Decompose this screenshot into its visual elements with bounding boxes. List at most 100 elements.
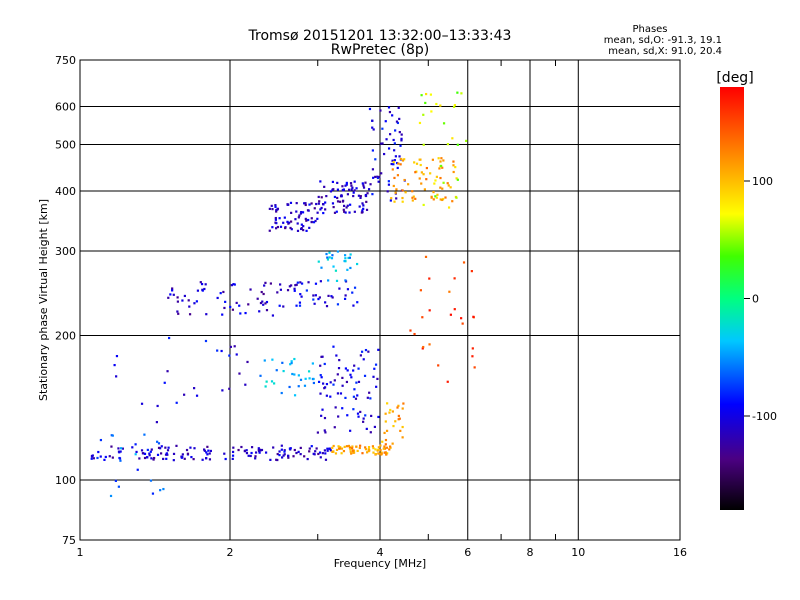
y-tick-label: 750 <box>55 54 76 67</box>
data-point <box>294 218 297 221</box>
data-point <box>364 348 368 352</box>
data-point <box>313 302 316 305</box>
data-point <box>203 287 206 291</box>
data-point <box>376 176 380 180</box>
data-point <box>439 160 442 163</box>
data-point <box>265 380 268 383</box>
data-point <box>120 447 123 450</box>
data-point <box>400 137 403 140</box>
data-point <box>183 457 186 460</box>
data-point <box>359 444 362 447</box>
data-point <box>320 196 323 199</box>
data-point <box>330 257 334 260</box>
data-point <box>318 451 322 454</box>
data-point <box>232 446 235 449</box>
data-point <box>400 133 403 136</box>
data-point <box>119 450 122 453</box>
data-point <box>372 176 375 179</box>
data-point <box>419 163 422 167</box>
data-point <box>435 196 438 199</box>
data-point <box>327 279 330 282</box>
data-point <box>299 293 302 296</box>
data-point <box>134 443 137 446</box>
data-point <box>420 182 423 185</box>
data-point <box>336 181 339 185</box>
data-point <box>317 380 321 384</box>
data-point <box>220 349 223 353</box>
data-point <box>418 177 421 180</box>
data-point <box>152 458 155 461</box>
data-point <box>380 452 383 455</box>
data-point <box>319 364 322 367</box>
data-point <box>204 339 208 343</box>
data-point <box>193 302 196 305</box>
data-point <box>244 311 247 315</box>
data-point <box>341 407 344 410</box>
data-point <box>328 447 331 450</box>
data-point <box>259 301 263 305</box>
data-point <box>288 385 291 389</box>
data-point <box>344 184 347 187</box>
data-point <box>344 367 347 370</box>
data-point <box>413 332 416 336</box>
data-point <box>324 201 327 204</box>
data-point <box>308 203 311 206</box>
data-point <box>332 345 335 348</box>
data-point <box>386 190 389 193</box>
data-point <box>295 210 298 213</box>
data-point <box>324 458 328 461</box>
data-point <box>323 416 327 420</box>
data-point <box>308 447 311 450</box>
data-point <box>323 185 326 188</box>
data-point <box>379 449 382 452</box>
data-point <box>340 447 344 450</box>
data-point <box>257 447 260 450</box>
data-point <box>290 211 293 214</box>
data-point <box>140 402 144 405</box>
data-point <box>347 188 351 191</box>
phases-o-stats: mean, sd,O: -91.3, 19.1 <box>604 35 722 46</box>
data-point <box>338 287 341 290</box>
data-point <box>312 298 315 301</box>
data-point <box>440 157 443 160</box>
data-point <box>235 353 238 356</box>
data-point <box>344 294 347 297</box>
data-point <box>398 117 401 121</box>
data-point <box>286 220 289 223</box>
data-point <box>363 374 367 377</box>
data-point <box>367 448 370 451</box>
data-point <box>329 381 332 384</box>
data-point <box>360 350 364 353</box>
data-point <box>383 152 386 156</box>
data-point <box>394 155 397 158</box>
data-point <box>460 92 463 95</box>
data-point <box>367 350 370 353</box>
data-point <box>258 310 261 313</box>
data-point <box>302 228 305 232</box>
data-point <box>338 447 341 450</box>
data-point <box>352 304 355 307</box>
data-point <box>455 196 458 199</box>
data-point <box>336 250 340 253</box>
data-point <box>397 162 400 165</box>
data-point <box>280 444 283 447</box>
data-point <box>223 452 226 455</box>
data-point <box>324 452 327 455</box>
data-point <box>433 182 436 185</box>
data-point <box>136 468 139 471</box>
data-point <box>441 187 444 190</box>
data-points <box>90 91 476 498</box>
data-point <box>265 309 269 312</box>
data-point <box>293 289 296 292</box>
data-point <box>297 385 300 388</box>
data-point <box>378 452 381 455</box>
data-point <box>344 279 347 282</box>
data-point <box>471 347 474 350</box>
data-point <box>446 143 450 146</box>
data-point <box>428 309 431 312</box>
data-point <box>403 158 406 161</box>
data-point <box>171 287 174 290</box>
data-point <box>438 167 441 170</box>
data-point <box>238 372 241 375</box>
x-tick-label: 4 <box>377 546 384 559</box>
